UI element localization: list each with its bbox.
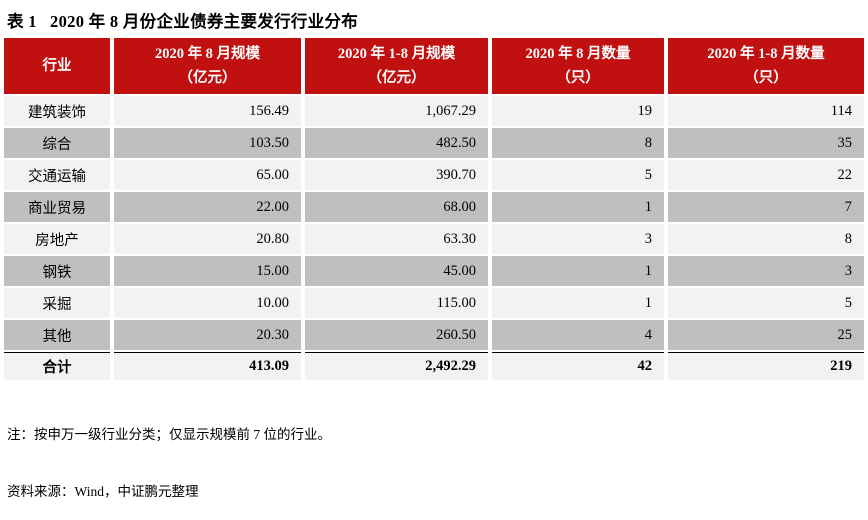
- col-header-ytd-scale-line1: 2020 年 1-8 月规模: [337, 46, 456, 62]
- ytd-scale-cell: 115.00: [305, 288, 488, 318]
- industry-cell: 其他: [4, 320, 110, 350]
- col-header-aug-count-line1: 2020 年 8 月数量: [525, 46, 631, 62]
- aug-scale-cell: 15.00: [114, 256, 301, 286]
- ytd-count-cell: 22: [668, 160, 864, 190]
- ytd-scale-cell: 390.70: [305, 160, 488, 190]
- industry-cell: 商业贸易: [4, 192, 110, 222]
- col-header-aug-scale-line1: 2020 年 8 月规模: [154, 46, 261, 62]
- table-row: 采掘 10.00 115.00 1 5: [4, 288, 864, 318]
- ytd-count-cell: 114: [668, 96, 864, 126]
- ytd-count-cell: 3: [668, 256, 864, 286]
- aug-count-cell: 8: [492, 128, 664, 158]
- ytd-scale-cell: 482.50: [305, 128, 488, 158]
- col-header-ytd-scale-unit: （亿元）: [367, 70, 426, 86]
- col-header-aug-count: 2020 年 8 月数量 （只）: [492, 38, 664, 94]
- total-ytd-scale-cell: 2,492.29: [305, 352, 488, 380]
- aug-scale-cell: 20.80: [114, 224, 301, 254]
- aug-scale-cell: 103.50: [114, 128, 301, 158]
- table-row: 建筑装饰 156.49 1,067.29 19 114: [4, 96, 864, 126]
- aug-count-cell: 1: [492, 256, 664, 286]
- col-header-aug-scale-unit: （亿元）: [178, 70, 237, 86]
- note-classification: 注：按申万一级行业分类；仅显示规模前 7 位的行业。: [7, 427, 331, 442]
- footnotes: 注：按申万一级行业分类；仅显示规模前 7 位的行业。 资料来源：Wind，中证鹏…: [0, 382, 868, 520]
- ytd-scale-cell: 63.30: [305, 224, 488, 254]
- aug-count-cell: 19: [492, 96, 664, 126]
- table-row: 交通运输 65.00 390.70 5 22: [4, 160, 864, 190]
- table-row: 综合 103.50 482.50 8 35: [4, 128, 864, 158]
- col-header-ytd-count-line1: 2020 年 1-8 月数量: [707, 46, 825, 62]
- ytd-scale-cell: 1,067.29: [305, 96, 488, 126]
- total-row: 合计 413.09 2,492.29 42 219: [4, 352, 864, 380]
- aug-scale-cell: 10.00: [114, 288, 301, 318]
- ytd-scale-cell: 68.00: [305, 192, 488, 222]
- aug-count-cell: 3: [492, 224, 664, 254]
- header-row: 行业 2020 年 8 月规模 （亿元） 2020 年 1-8 月规模 （亿元）…: [4, 38, 864, 94]
- aug-scale-cell: 65.00: [114, 160, 301, 190]
- ytd-count-cell: 25: [668, 320, 864, 350]
- total-aug-count-cell: 42: [492, 352, 664, 380]
- aug-scale-cell: 156.49: [114, 96, 301, 126]
- ytd-count-cell: 8: [668, 224, 864, 254]
- col-header-ytd-scale: 2020 年 1-8 月规模 （亿元）: [305, 38, 488, 94]
- aug-count-cell: 1: [492, 288, 664, 318]
- total-ytd-count-cell: 219: [668, 352, 864, 380]
- ytd-scale-cell: 45.00: [305, 256, 488, 286]
- aug-scale-cell: 22.00: [114, 192, 301, 222]
- aug-scale-cell: 20.30: [114, 320, 301, 350]
- ytd-scale-cell: 260.50: [305, 320, 488, 350]
- aug-count-cell: 5: [492, 160, 664, 190]
- table-row: 商业贸易 22.00 68.00 1 7: [4, 192, 864, 222]
- table-header: 行业 2020 年 8 月规模 （亿元） 2020 年 1-8 月规模 （亿元）…: [4, 38, 864, 94]
- note-source: 资料来源：Wind，中证鹏元整理: [7, 484, 199, 499]
- total-label-cell: 合计: [4, 352, 110, 380]
- col-header-aug-scale: 2020 年 8 月规模 （亿元）: [114, 38, 301, 94]
- table-row: 其他 20.30 260.50 4 25: [4, 320, 864, 350]
- ytd-count-cell: 35: [668, 128, 864, 158]
- industry-cell: 综合: [4, 128, 110, 158]
- table-title: 表 1 2020 年 8 月份企业债券主要发行行业分布: [7, 12, 359, 31]
- table-row: 钢铁 15.00 45.00 1 3: [4, 256, 864, 286]
- table-row: 房地产 20.80 63.30 3 8: [4, 224, 864, 254]
- aug-count-cell: 4: [492, 320, 664, 350]
- industry-distribution-table: 行业 2020 年 8 月规模 （亿元） 2020 年 1-8 月规模 （亿元）…: [0, 36, 868, 382]
- col-header-aug-count-unit: （只）: [556, 70, 600, 86]
- col-header-ytd-count: 2020 年 1-8 月数量 （只）: [668, 38, 864, 94]
- aug-count-cell: 1: [492, 192, 664, 222]
- total-aug-scale-cell: 413.09: [114, 352, 301, 380]
- industry-cell: 采掘: [4, 288, 110, 318]
- industry-cell: 建筑装饰: [4, 96, 110, 126]
- industry-cell: 房地产: [4, 224, 110, 254]
- industry-cell: 交通运输: [4, 160, 110, 190]
- ytd-count-cell: 7: [668, 192, 864, 222]
- col-header-ytd-count-unit: （只）: [744, 70, 788, 86]
- ytd-count-cell: 5: [668, 288, 864, 318]
- industry-cell: 钢铁: [4, 256, 110, 286]
- col-header-industry: 行业: [4, 38, 110, 94]
